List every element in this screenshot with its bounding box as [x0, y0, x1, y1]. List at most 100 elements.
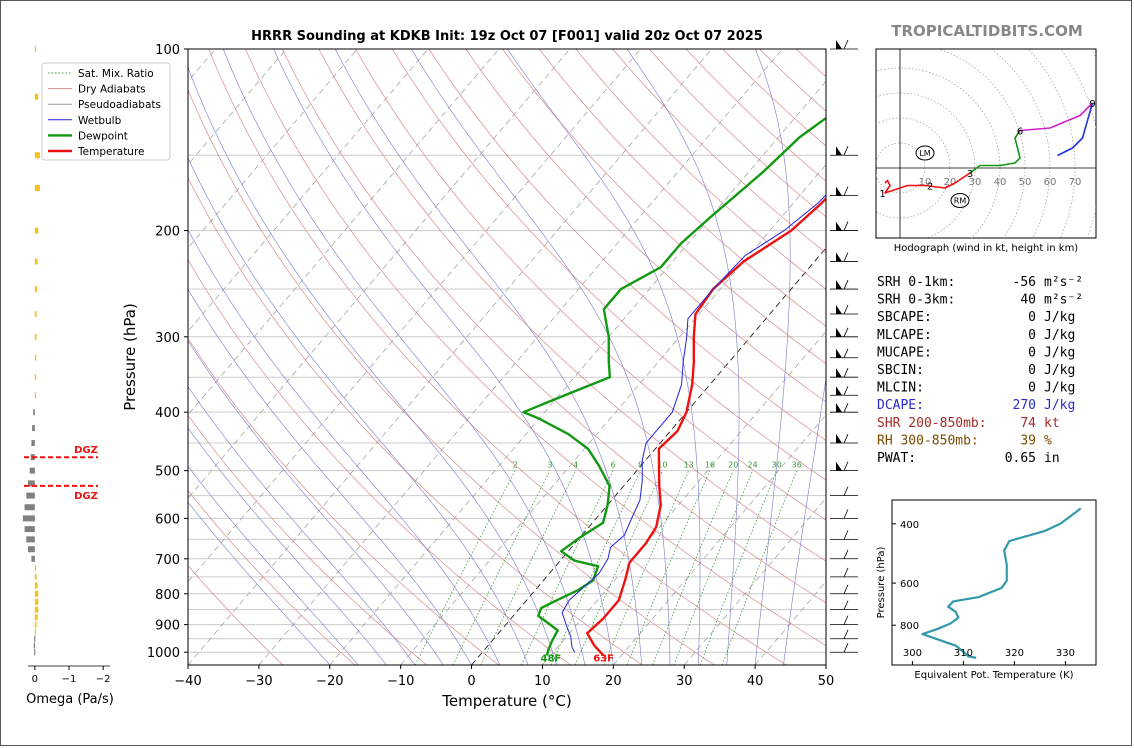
mixing-ratio-line: [652, 470, 734, 665]
mixing-ratio-label: 36: [792, 461, 802, 470]
index-value: 0: [1028, 310, 1036, 325]
index-value: -56: [1013, 275, 1036, 290]
isotherm-line: [188, 49, 500, 416]
wind-barb-feather: [843, 279, 849, 290]
pseudo-adiabat: [783, 376, 826, 665]
skewt-legend: Sat. Mix. Ratio Dry Adiabats Pseudoadiabat…: [41, 62, 171, 161]
index-label: SRH 0-1km:: [877, 275, 955, 290]
wind-barb-feather: [843, 549, 849, 559]
omega-bar: [31, 440, 35, 447]
isotherm-line: [0, 49, 3, 665]
mixing-ratio-label: 2: [513, 461, 518, 470]
omega-bar: [26, 536, 35, 543]
omega-bar: [34, 606, 39, 613]
chart-title: HRRR Sounding at KDKB Init: 19z Oct 07 […: [251, 29, 763, 44]
legend-label: Temperature: [77, 146, 145, 158]
index-value: 270: [1013, 398, 1036, 413]
wind-barb-feather: [843, 403, 849, 413]
mixing-ratio-line: [721, 470, 798, 665]
pseudo-adiabat: [188, 228, 501, 665]
dry-adiabat: [188, 490, 356, 665]
omega-bar: [34, 258, 38, 265]
omega-bar: [26, 492, 35, 499]
y-axis-label: Pressure (hPa): [121, 303, 139, 411]
mixing-ratio-line: [550, 470, 641, 665]
index-value: 0.65: [1005, 451, 1036, 466]
pseudo-adiabat: [754, 49, 791, 665]
dry-adiabat: [188, 337, 499, 665]
pseudo-adiabat: [626, 49, 740, 665]
skewt-profiles: [522, 116, 826, 657]
index-value: 0: [1028, 381, 1036, 396]
index-unit: J/kg: [1044, 328, 1075, 343]
x-tick-label: 50: [818, 674, 835, 689]
index-label: MUCAPE:: [877, 345, 932, 360]
hodograph-caption: Hodograph (wind in kt, height in km): [894, 243, 1079, 254]
y-tick-label: 800: [155, 588, 180, 603]
wind-barb-flag: [836, 146, 842, 156]
omega-bar: [34, 614, 38, 621]
dry-adiabat: [188, 565, 284, 665]
dry-adiabat: [428, 49, 826, 441]
isotherm-line: [188, 49, 429, 332]
mixing-ratio-label: 3: [547, 461, 552, 470]
zero-isotherm: [471, 247, 826, 665]
x-tick-label: 0: [467, 674, 475, 689]
index-unit: J/kg: [1044, 363, 1075, 378]
index-label: SHR 200-850mb:: [877, 416, 987, 431]
wind-barb-feather: [843, 433, 849, 444]
omega-tick-label: −2: [96, 674, 111, 685]
x-tick-label: 10: [534, 674, 551, 689]
dry-adiabat: [188, 414, 428, 665]
surface-temperature-label: 63F: [593, 654, 614, 665]
hodograph-trace: [1019, 102, 1094, 132]
hodograph-ring-label: 60: [1044, 177, 1057, 188]
theta-e-plot: [921, 507, 1082, 659]
omega-bar: [34, 649, 36, 656]
index-unit: J/kg: [1044, 398, 1075, 413]
x-tick-label: −40: [174, 674, 201, 689]
wind-barb-feather: [843, 304, 849, 315]
wind-barb-feather: [843, 348, 849, 358]
hodograph-plot: 10 20 30 40 50 60 70 1 2 3 6 9 LM RM: [876, 49, 1096, 238]
dry-adiabat: [391, 49, 826, 481]
index-value: 74: [1020, 416, 1036, 431]
dry-adiabat: [318, 49, 826, 562]
skewt-axes: 63F 48F −40 −30 −20 −10 0 10 20 30 40 50 100 200 300 40…: [121, 43, 834, 710]
x-tick-label: 30: [676, 674, 693, 689]
sounding-indices: SRH 0-1km: -56 m²s⁻² SRH 0-3km: 40 m²s⁻² SBCAP…: [877, 275, 1083, 466]
theta-e-x-tick-label: 330: [1056, 648, 1075, 659]
wind-barb-flag: [836, 252, 842, 262]
profile-wetbulb: [561, 194, 826, 653]
wind-barb-feather: [843, 39, 849, 50]
hodograph-frame: [875, 48, 1097, 239]
mixing-ratio-label: 4: [573, 461, 578, 470]
omega-bar: [28, 480, 35, 487]
wind-barb-feather: [843, 146, 849, 156]
y-tick-label: 1000: [147, 646, 180, 661]
dry-adiabat: [208, 49, 787, 665]
mixing-ratio-line: [626, 470, 711, 665]
y-tick-label: 700: [155, 553, 180, 568]
wind-barb-feather: [843, 386, 849, 396]
index-label: SRH 0-3km:: [877, 293, 955, 308]
brand-logo-text: TROPICALTIDBITS.COM: [891, 22, 1083, 40]
hodograph-ring-label: 40: [994, 177, 1007, 188]
isotherm-line: [188, 49, 641, 583]
hodograph-trace: [884, 172, 971, 194]
wind-barb-feather: [843, 615, 849, 625]
omega-panel: DGZ DGZ 0 −1 −2 Omega (Pa/s): [22, 46, 114, 707]
omega-tick-label: 0: [32, 674, 38, 685]
y-tick-label: 500: [155, 465, 180, 480]
dry-adiabat: [188, 259, 571, 665]
omega-bar: [34, 582, 38, 589]
dry-adiabat: [188, 176, 643, 665]
index-value: 0: [1028, 345, 1036, 360]
storm-motion-marker: [915, 145, 935, 161]
mixing-ratio-label: 13: [684, 461, 694, 470]
theta-e-y-tick-label: 600: [900, 579, 919, 590]
pseudo-adiabat: [188, 427, 387, 665]
y-tick-label: 100: [155, 43, 180, 58]
storm-motion-label: LM: [919, 149, 930, 158]
index-label: RH 300-850mb:: [877, 433, 979, 448]
